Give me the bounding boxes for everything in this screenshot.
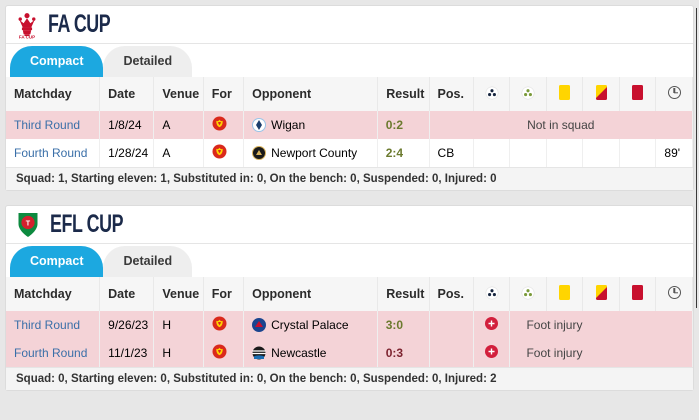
svg-text:FA CUP: FA CUP bbox=[19, 34, 35, 39]
svg-text:T: T bbox=[26, 218, 31, 227]
